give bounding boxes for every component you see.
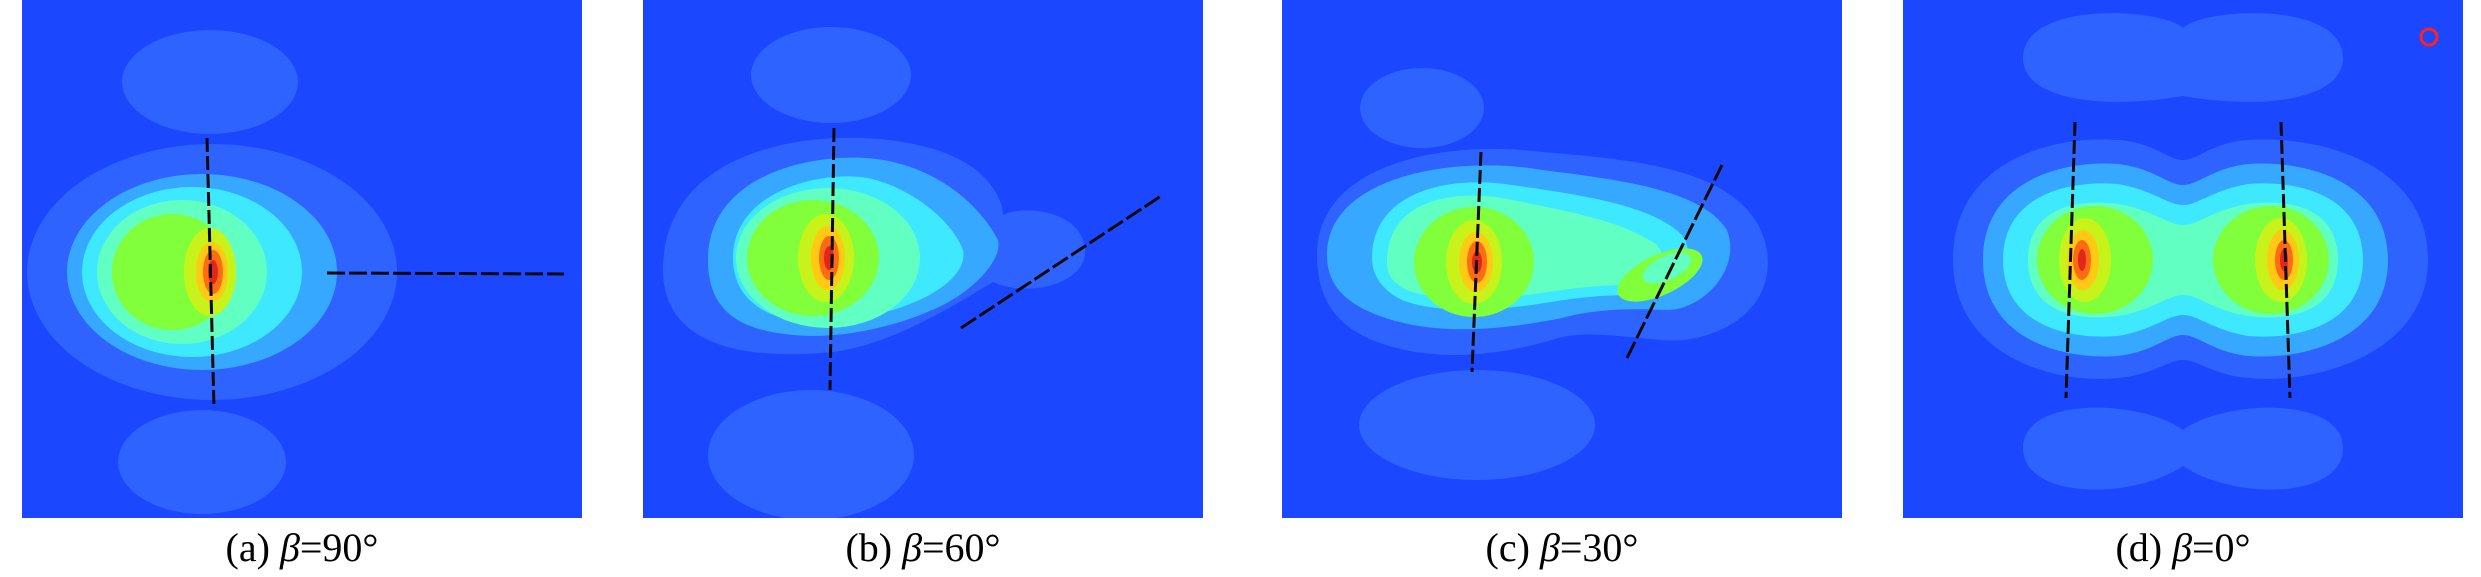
- contour-panel-a: [22, 0, 582, 518]
- crack-vertical: [205, 137, 216, 409]
- caption-value: =30°: [1559, 525, 1639, 570]
- crack-left: [2064, 121, 2077, 399]
- contour-lobe-top: [751, 27, 911, 123]
- crack-vertical: [1470, 151, 1483, 373]
- caption-value: =90°: [299, 525, 379, 570]
- crack-horizontal: [326, 271, 565, 276]
- contour-lobe-bottom: [2023, 407, 2343, 490]
- crack-vertical: [828, 127, 836, 391]
- caption-value: =60°: [922, 525, 1001, 570]
- contour-panel-d: [1903, 0, 2463, 518]
- caption-symbol: β: [2172, 525, 2192, 570]
- contour-plot-b: [643, 0, 1203, 518]
- caption-prefix: (d): [2115, 525, 2173, 570]
- caption-b: (b) β=60°: [643, 520, 1203, 576]
- contour-lobe-top: [122, 30, 298, 134]
- contour-lobe-bottom: [118, 410, 286, 514]
- caption-prefix: (a): [225, 525, 280, 570]
- contour-lobe-top: [1360, 68, 1484, 148]
- contour-plot-d: [1903, 0, 2463, 518]
- caption-d: (d) β=0°: [1903, 520, 2463, 576]
- caption-prefix: (b): [845, 525, 903, 570]
- caption-symbol: β: [902, 525, 922, 570]
- contour-plot-c: [1282, 0, 1842, 518]
- caption-value: =0°: [2192, 525, 2251, 570]
- contour-lobe-top: [2023, 13, 2343, 102]
- contour-panel-c: [1282, 0, 1842, 518]
- caption-symbol: β: [1539, 525, 1560, 570]
- contour-panel-b: [643, 0, 1203, 518]
- contour-lobe-bottom: [708, 390, 914, 518]
- contour-plot-a: [22, 0, 582, 518]
- contour-level-4b: [1642, 252, 1692, 284]
- caption-c: (c) β=30°: [1282, 520, 1842, 576]
- contour-lobe-bottom: [1359, 370, 1595, 480]
- crack-right: [2279, 121, 2292, 399]
- caption-a: (a) β=90°: [22, 520, 582, 576]
- marker-circle: [2419, 27, 2439, 47]
- crack-inclined: [1625, 164, 1724, 359]
- caption-prefix: (c): [1485, 525, 1540, 570]
- crack-inclined: [960, 194, 1162, 330]
- contour-level-9-left: [2078, 249, 2086, 271]
- caption-symbol: β: [279, 525, 300, 570]
